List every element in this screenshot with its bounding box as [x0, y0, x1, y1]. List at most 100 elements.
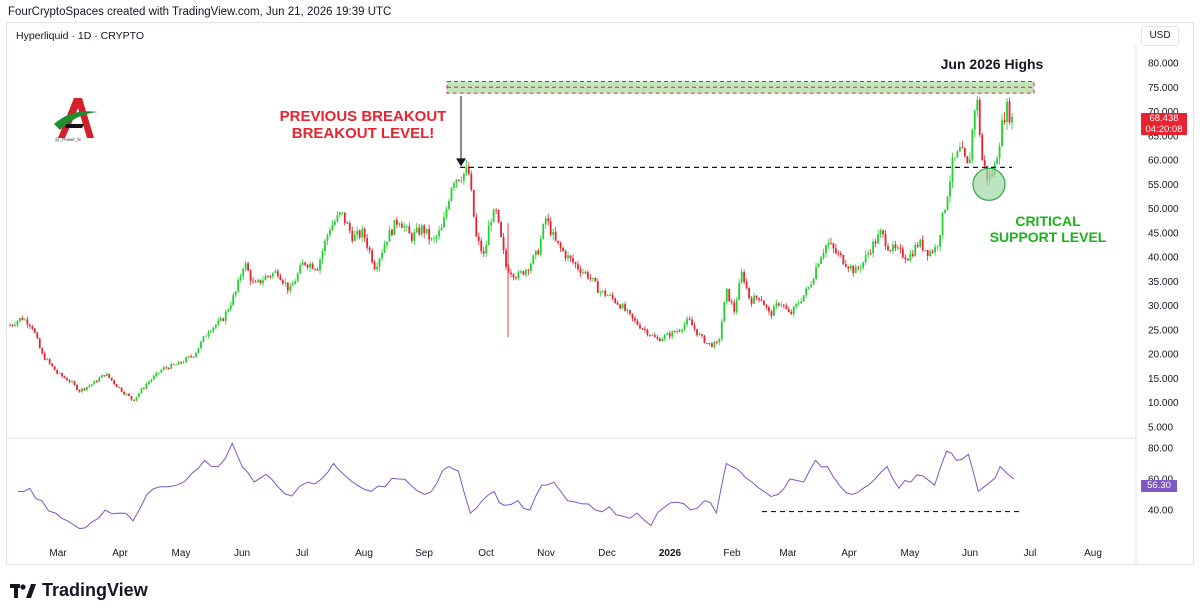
candle: [217, 317, 220, 327]
candle: [46, 358, 49, 361]
candle: [777, 302, 780, 307]
candle: [267, 275, 269, 279]
candle: [941, 211, 944, 239]
candle: [562, 246, 564, 252]
candle: [51, 363, 54, 367]
candle: [802, 295, 805, 303]
candle: [462, 172, 465, 185]
candle: [572, 254, 574, 265]
tradingview-brand[interactable]: TradingView: [10, 580, 148, 601]
candle: [914, 241, 917, 257]
candle: [735, 297, 738, 315]
candle: [465, 159, 468, 177]
candle: [63, 375, 66, 379]
candle: [668, 330, 671, 340]
candle: [150, 378, 153, 383]
candle: [242, 267, 245, 281]
time-tick-label: Sep: [415, 548, 433, 559]
candle: [415, 222, 418, 234]
candle: [944, 209, 946, 215]
candle: [847, 265, 850, 273]
candle: [53, 366, 56, 371]
candle: [539, 235, 542, 257]
candle: [763, 300, 765, 306]
candle: [832, 242, 835, 254]
price-axis: 5.000 10.000 15.000 20.000 25.000 30.000 35.00…: [1148, 59, 1179, 434]
candle: [329, 226, 331, 238]
candle: [95, 379, 98, 384]
candle: [954, 157, 956, 162]
candle: [31, 324, 34, 331]
candle: [547, 213, 550, 226]
candle: [269, 274, 272, 279]
candle: [844, 259, 847, 268]
candle: [887, 242, 889, 251]
candle: [244, 260, 247, 272]
candle: [378, 257, 381, 272]
candle: [284, 278, 287, 287]
price-tick-label: 60.000: [1148, 156, 1179, 167]
candle: [172, 363, 175, 366]
candle: [316, 267, 319, 271]
candle: [227, 308, 230, 313]
candle: [252, 276, 254, 284]
candle: [165, 365, 168, 370]
candle: [93, 380, 96, 385]
candle: [487, 220, 490, 246]
rsi-tick-label: 40.00: [1148, 506, 1173, 517]
candle: [175, 363, 178, 366]
candle: [507, 263, 510, 274]
candle: [343, 212, 346, 226]
candle: [373, 259, 376, 271]
candle: [899, 243, 902, 254]
symbol-title[interactable]: Hyperliquid · 1D · CRYPTO: [16, 30, 144, 42]
tradingview-wordmark: TradingView: [42, 580, 148, 600]
candle: [229, 301, 232, 312]
candle: [748, 287, 750, 300]
candle: [586, 270, 589, 281]
candle: [366, 233, 369, 251]
candle: [807, 286, 810, 290]
time-tick-label: Nov: [537, 548, 555, 559]
currency-button[interactable]: USD: [1141, 26, 1179, 46]
candle: [738, 278, 741, 301]
author-logo-icon: [54, 98, 98, 138]
candle: [651, 333, 654, 336]
candle: [68, 379, 71, 384]
candle: [696, 329, 698, 337]
candle: [1011, 112, 1013, 130]
candle: [921, 235, 924, 253]
candle: [445, 206, 448, 220]
candle: [815, 262, 817, 281]
candle: [338, 211, 341, 218]
candle: [264, 273, 267, 281]
candle: [1001, 113, 1003, 147]
candle: [239, 273, 242, 283]
candle: [926, 249, 929, 261]
candle: [919, 238, 922, 248]
candle: [376, 262, 378, 273]
candle: [859, 264, 862, 273]
candle: [589, 274, 592, 282]
candle: [351, 226, 354, 244]
candle: [524, 268, 527, 278]
candle: [686, 316, 688, 328]
candle: [410, 231, 413, 244]
candle: [805, 286, 808, 298]
highs-annotation: Jun 2026 Highs: [940, 56, 1044, 72]
candle: [897, 244, 899, 251]
candle: [500, 221, 502, 238]
price-tick-label: 70.000: [1148, 107, 1179, 118]
candle: [544, 215, 547, 229]
candle: [358, 229, 361, 240]
candle: [490, 218, 493, 232]
candle: [28, 323, 31, 330]
time-tick-label: Mar: [779, 548, 797, 559]
price-tick-label: 30.000: [1148, 301, 1179, 312]
candle: [906, 257, 909, 261]
candle: [470, 170, 473, 192]
candle: [368, 245, 371, 254]
candle: [854, 264, 857, 274]
candle: [889, 249, 892, 253]
